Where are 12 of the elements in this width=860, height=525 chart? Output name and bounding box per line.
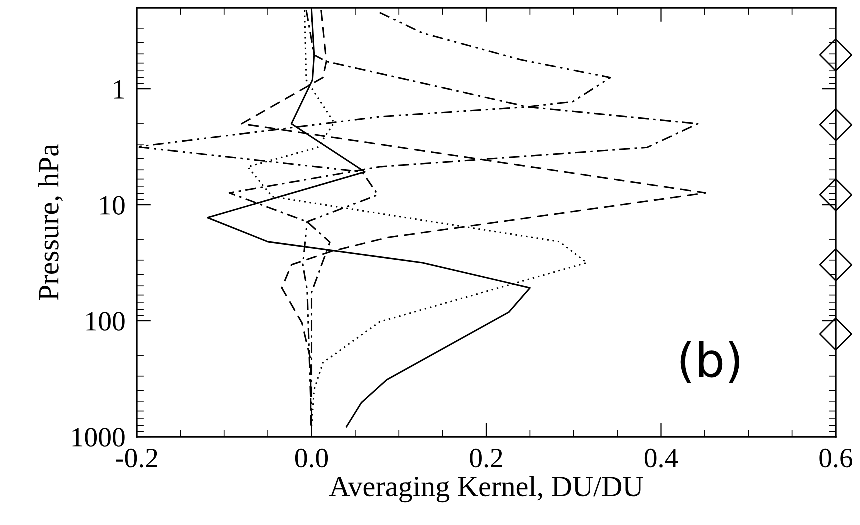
- x-tick-label: 0.2: [470, 448, 502, 468]
- x-tick-label: -0.2: [116, 448, 158, 468]
- y-axis-title: Pressure, hPa: [38, 144, 64, 300]
- x-tick-label: 0.6: [820, 448, 853, 468]
- y-tick-label: 1: [114, 80, 124, 99]
- annotation: (b): [680, 341, 740, 384]
- y-tick-label: 1000: [72, 428, 125, 447]
- y-tick-label: 10: [100, 196, 125, 215]
- x-tick-label: 0.0: [295, 448, 328, 468]
- x-tick-label: 0.4: [644, 448, 678, 468]
- y-tick-label: 100: [86, 312, 125, 331]
- x-axis-title: Averaging Kernel, DU/DU: [330, 476, 644, 503]
